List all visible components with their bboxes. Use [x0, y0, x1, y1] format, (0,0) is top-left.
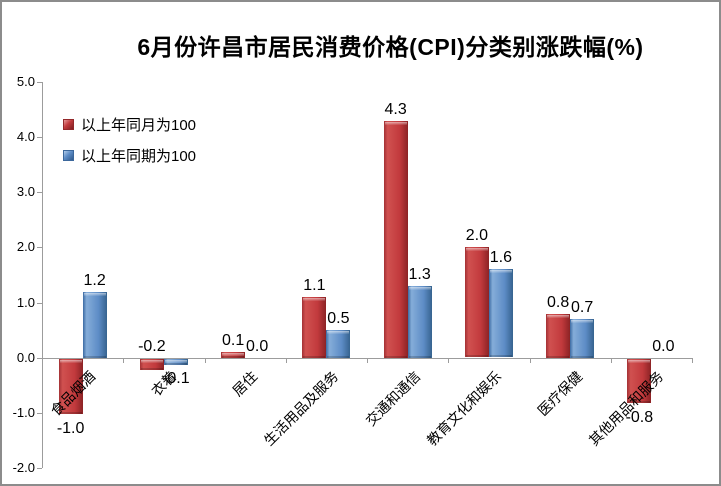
category-label-3: 生活用品及服务	[261, 367, 342, 449]
x-axis-tick	[285, 357, 287, 363]
value-label: 0.0	[246, 337, 269, 355]
legend-label-red: 以上年同月为100	[81, 117, 197, 134]
x-axis-tick	[692, 357, 693, 363]
value-label: -0.8	[625, 408, 654, 426]
legend-blue-swatch-icon	[63, 150, 74, 161]
y-axis-tick-label: 3.0	[16, 184, 35, 200]
value-label: 1.1	[303, 277, 326, 295]
legend: 以上年同月为100 以上年同期为100	[63, 114, 196, 166]
bar-red-2	[221, 352, 246, 359]
x-axis-tick	[610, 357, 612, 363]
bar-blue-3	[326, 330, 351, 359]
y-axis-tick-label: -2.0	[12, 460, 35, 475]
category-label-4: 交通和通信	[362, 367, 423, 429]
value-label: -1.0	[56, 419, 85, 437]
category-label-5: 教育文化和娱乐	[423, 367, 505, 449]
y-axis-tick-label: 5.0	[16, 74, 35, 89]
category-label-6: 医疗保健	[534, 367, 586, 419]
value-label: 0.7	[571, 299, 594, 317]
chart-title: 6月份许昌市居民消费价格(CPI)分类别涨跌幅(%)	[137, 34, 644, 60]
y-axis-tick	[37, 412, 42, 414]
value-label: -0.1	[162, 370, 190, 388]
legend-red-swatch-icon	[63, 119, 74, 130]
value-label: 2.0	[465, 227, 488, 245]
y-axis-tick-label: 4.0	[16, 129, 35, 145]
bar-blue-4	[407, 286, 432, 359]
legend-item-red: 以上年同月为100	[63, 114, 196, 135]
value-label: 0.5	[327, 310, 350, 328]
bar-red-4	[383, 120, 408, 358]
x-axis-tick	[367, 357, 368, 363]
y-axis-line	[42, 82, 43, 468]
y-axis-tick-label: 2.0	[16, 239, 35, 255]
x-axis-tick	[529, 357, 531, 363]
bar-red-6	[546, 313, 571, 358]
legend-label-blue: 以上年同期为100	[81, 148, 197, 165]
bar-red-0	[58, 358, 83, 414]
x-axis-tick	[123, 357, 125, 363]
bar-red-3	[302, 297, 327, 359]
bar-blue-1	[163, 358, 188, 365]
value-label: 0.8	[547, 293, 570, 311]
y-axis-tick	[37, 82, 42, 83]
x-axis-tick	[448, 357, 450, 363]
bar-blue-0	[82, 291, 107, 358]
value-label: 1.6	[489, 249, 512, 267]
value-label: 4.3	[384, 100, 407, 118]
y-axis-tick	[37, 137, 42, 139]
y-axis-tick-label: 0.0	[16, 349, 35, 365]
bar-red-5	[464, 247, 489, 358]
y-axis-tick	[37, 357, 42, 359]
bar-blue-6	[570, 319, 595, 359]
y-axis-tick	[37, 192, 42, 194]
bar-red-7	[627, 358, 652, 403]
value-label: 0.0	[652, 337, 675, 355]
y-axis-tick-label: 1.0	[16, 294, 35, 310]
value-label: 0.1	[222, 332, 245, 350]
bar-blue-5	[488, 269, 513, 358]
y-axis-tick-label: -1.0	[12, 404, 35, 420]
category-label-2: 居住	[229, 367, 261, 399]
x-axis-tick	[204, 357, 206, 363]
bar-red-1	[139, 358, 164, 370]
value-label: -0.2	[138, 337, 166, 355]
value-label: 1.2	[83, 271, 106, 289]
y-axis-tick	[37, 468, 42, 469]
legend-item-blue: 以上年同期为100	[63, 145, 196, 166]
value-label: 1.3	[408, 266, 431, 284]
y-axis-tick	[37, 302, 42, 304]
y-axis-tick	[37, 247, 42, 249]
